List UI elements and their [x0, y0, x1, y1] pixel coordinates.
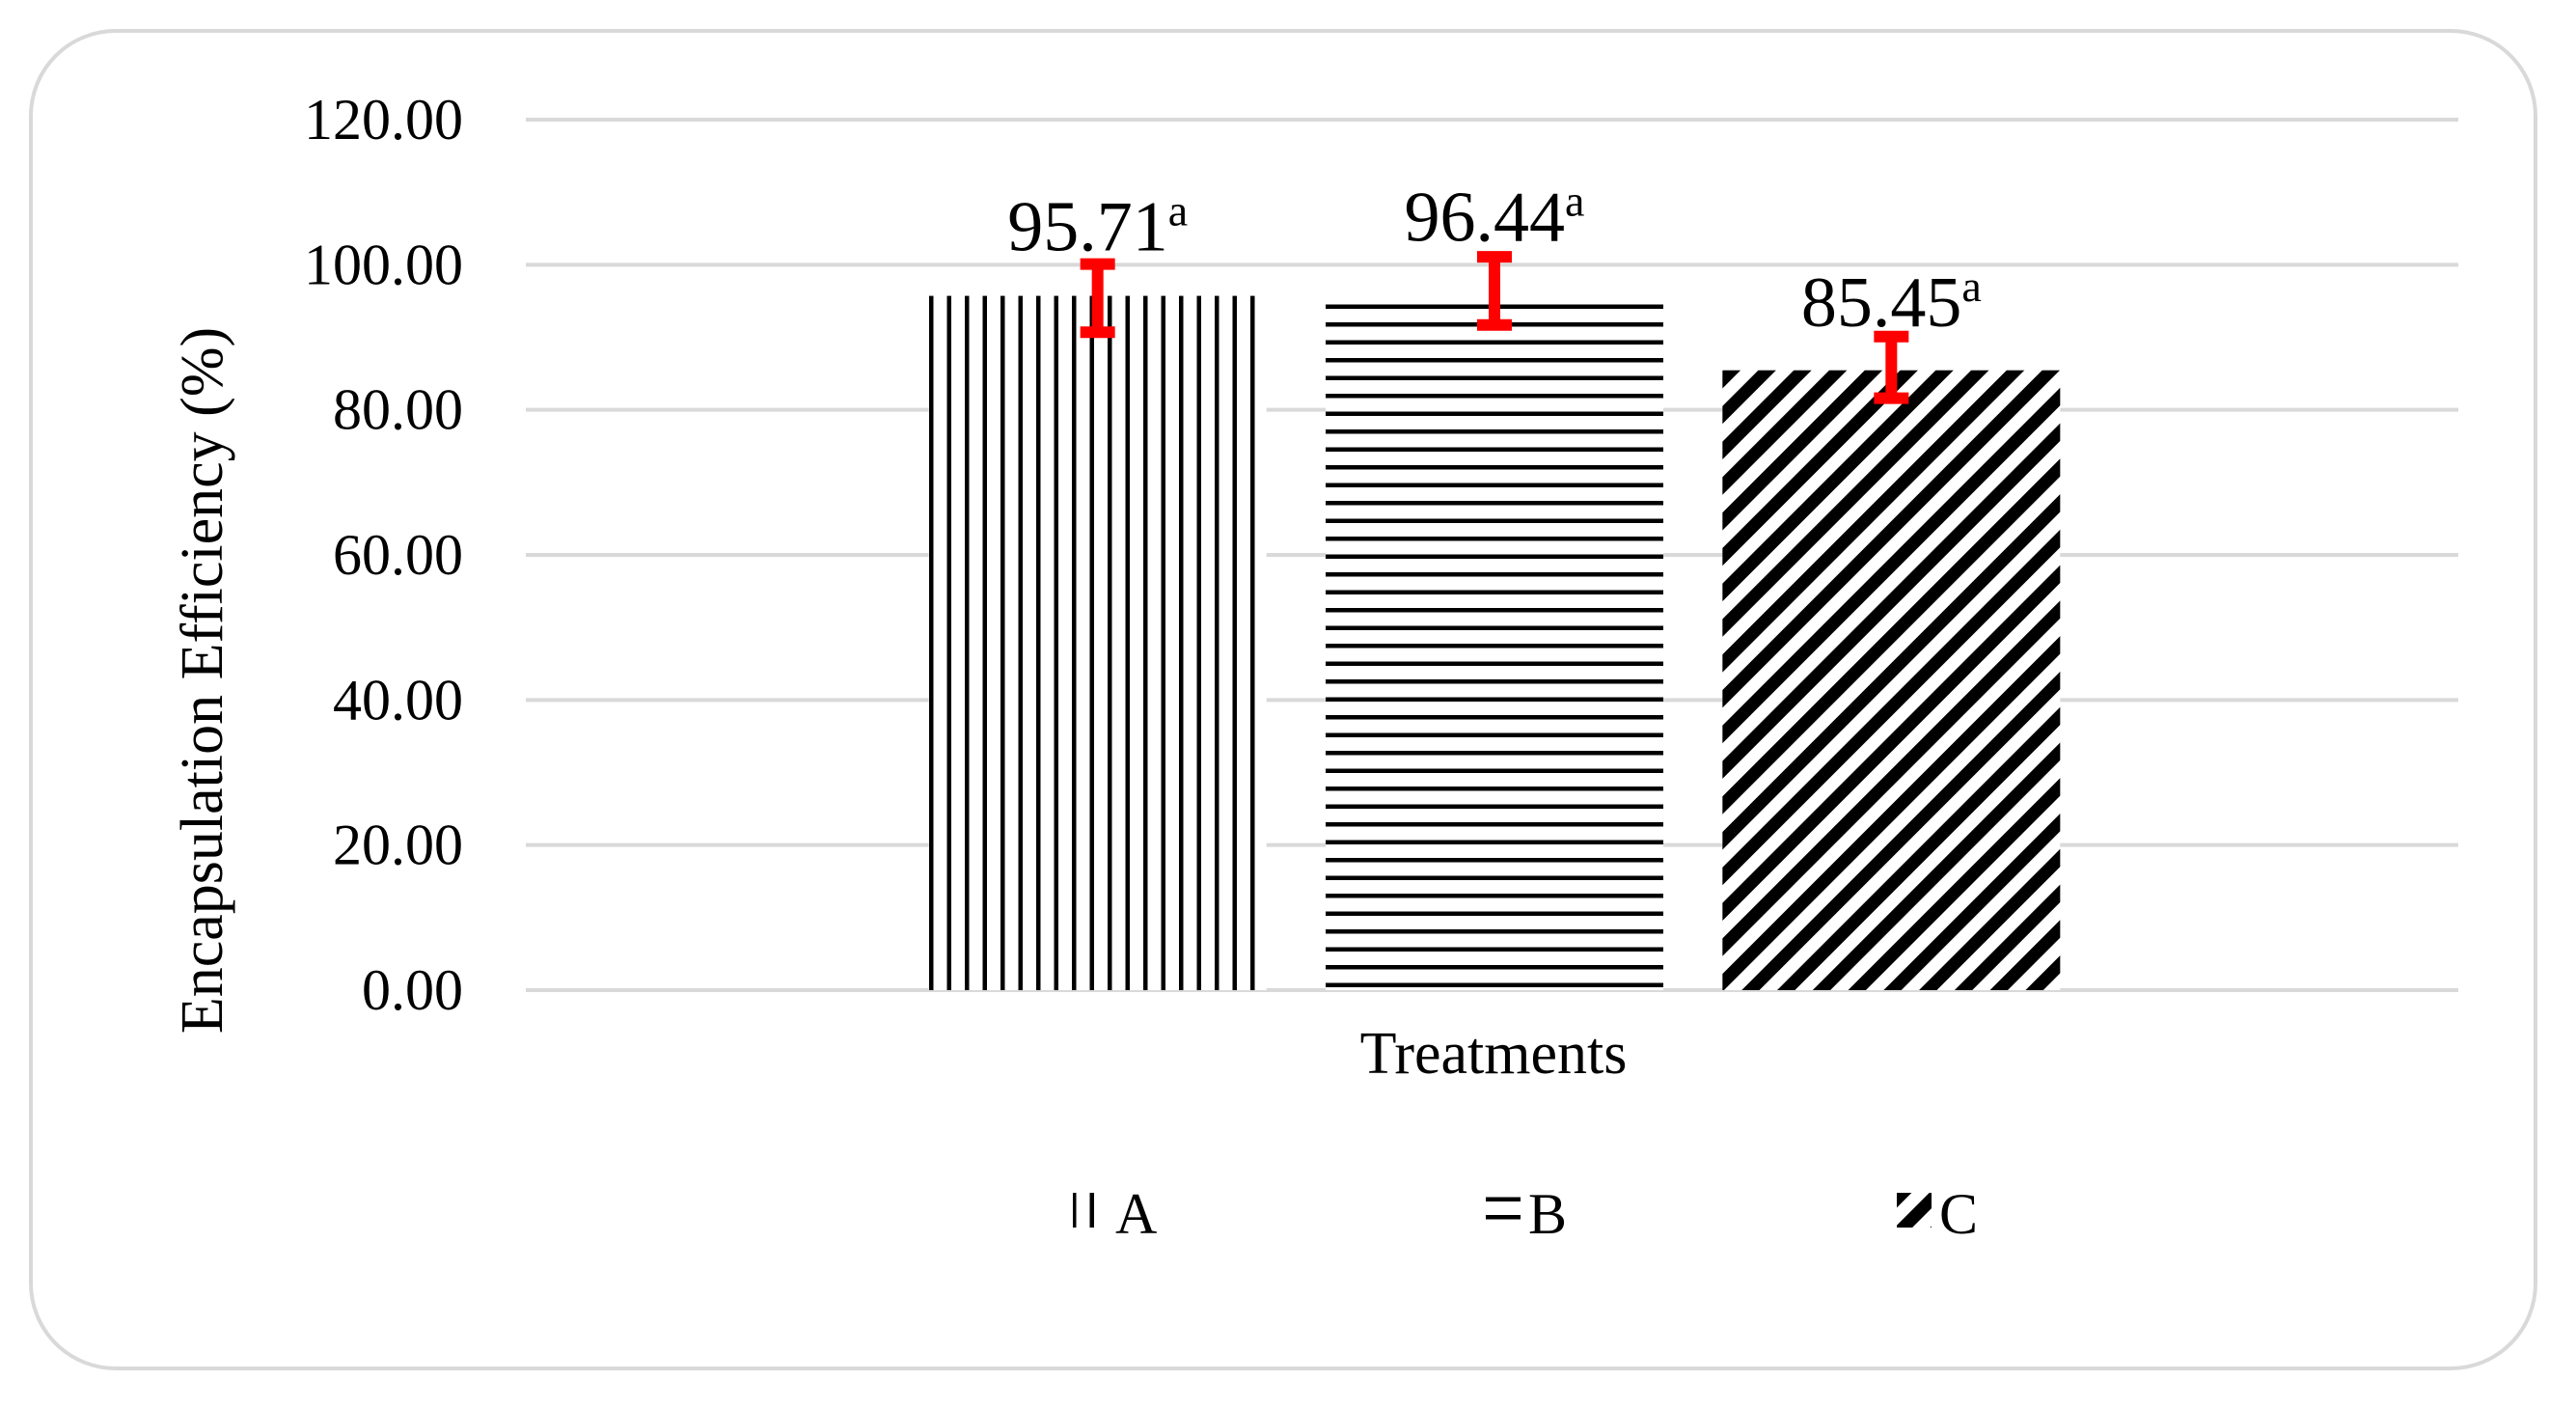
- data-label: 96.44a: [1405, 177, 1585, 258]
- legend-swatch-a: [1073, 1193, 1108, 1228]
- y-tick-labels: 0.00 20.00 40.00 60.00 80.00 100.00 120.00: [304, 88, 463, 1022]
- bar-b: [1326, 301, 1663, 990]
- y-tick-label: 120.00: [304, 88, 463, 152]
- y-axis-title: Encapsulation Efficiency (%): [170, 327, 235, 1034]
- y-tick-label: 20.00: [333, 814, 463, 877]
- error-bars: [1080, 251, 1909, 404]
- data-label: 85.45a: [1801, 262, 1982, 343]
- y-tick-label: 100.00: [304, 233, 463, 296]
- y-tick-label: 40.00: [333, 668, 463, 732]
- data-label-superscript: a: [1168, 185, 1188, 235]
- data-label: 95.71a: [1007, 185, 1188, 266]
- x-axis-title: Treatments: [1360, 1021, 1628, 1087]
- legend-label-b: B: [1528, 1182, 1567, 1246]
- data-label-superscript: a: [1565, 177, 1584, 226]
- legend-swatch-c: [1897, 1193, 1932, 1228]
- bar-c: [1722, 370, 2061, 991]
- data-label-value: 96.44: [1405, 179, 1566, 258]
- bar-a: [928, 295, 1267, 990]
- y-tick-label: 80.00: [333, 378, 463, 442]
- legend-swatch-b: [1486, 1193, 1521, 1228]
- y-tick-label: 0.00: [362, 958, 463, 1022]
- data-label-value: 85.45: [1801, 263, 1962, 343]
- data-label-value: 95.71: [1007, 187, 1168, 266]
- bars: [928, 295, 2061, 991]
- legend: A B C: [1073, 1182, 1978, 1246]
- legend-label-c: C: [1939, 1182, 1978, 1246]
- y-tick-label: 60.00: [333, 523, 463, 587]
- legend-label-a: A: [1115, 1182, 1157, 1246]
- data-label-superscript: a: [1961, 262, 1981, 311]
